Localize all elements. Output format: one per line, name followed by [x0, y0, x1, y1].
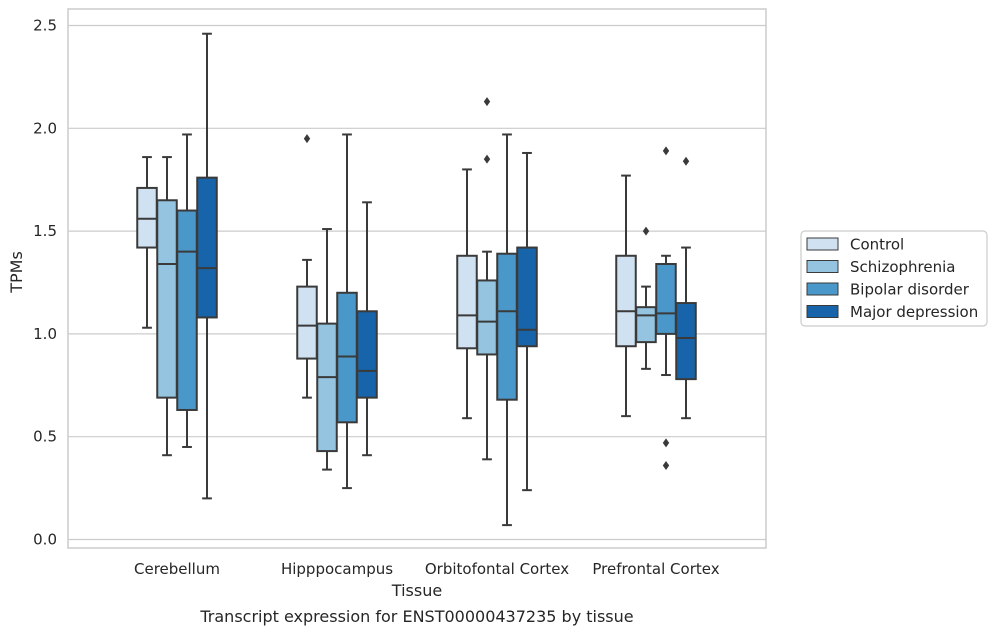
box-plot-box [296, 134, 318, 399]
box-plot-box [356, 201, 378, 457]
box-plot-box [516, 151, 538, 492]
figure-caption: Transcript expression for ENST0000043723… [199, 607, 633, 626]
y-tick-label: 0.5 [33, 428, 57, 446]
legend-label: Control [850, 236, 904, 254]
box-plot-box [156, 156, 178, 457]
plot-frame [67, 8, 767, 549]
box-iqr [496, 252, 518, 401]
box-plot-marks [136, 32, 697, 527]
box-plot-box [316, 228, 338, 471]
box-plot-box [635, 226, 657, 370]
legend: Control Schizophrenia Bipolar disorder Majo… [800, 230, 988, 327]
outlier-point [662, 460, 670, 470]
legend-swatch [806, 260, 839, 273]
outlier-point [303, 134, 311, 144]
legend-frame [800, 230, 988, 327]
box-iqr [336, 291, 358, 424]
box-plot-box [176, 133, 198, 448]
box-iqr [635, 306, 657, 344]
y-tick-label: 1.0 [33, 325, 57, 343]
box-plot-box [615, 174, 637, 418]
box-iqr [136, 186, 158, 249]
box-plot-box [655, 146, 677, 470]
box-iqr [296, 285, 318, 360]
box-iqr [655, 262, 677, 335]
legend-swatch [806, 282, 839, 296]
y-tick-label: 2.5 [33, 17, 57, 35]
x-tick-label: Orbitofontal Cortex [425, 560, 569, 578]
x-tick-label: Cerebellum [134, 560, 220, 578]
y-tick-label: 2.0 [33, 119, 57, 137]
box-plot-box [476, 97, 498, 461]
outlier-point [642, 226, 650, 236]
x-tick-labels: Cerebellum Hipppocampus Orbitofontal Corte… [134, 560, 720, 578]
box-iqr [675, 302, 697, 381]
box-iqr [176, 209, 198, 411]
outlier-point [662, 438, 670, 448]
box-plot-box [196, 32, 218, 500]
y-axis-label: TPMs [7, 251, 26, 294]
legend-label: Bipolar disorder [850, 281, 970, 299]
box-iqr [516, 246, 538, 348]
box-iqr [196, 176, 218, 319]
box-plot-box [336, 133, 358, 490]
box-iqr [316, 322, 338, 453]
outlier-point [682, 156, 690, 166]
x-axis-label: Tissue [391, 581, 442, 600]
legend-label: Major depression [850, 303, 978, 321]
y-tick-label: 0.0 [33, 531, 57, 549]
box-iqr [456, 254, 478, 350]
box-iqr [156, 199, 178, 399]
box-iqr [356, 310, 378, 399]
legend-swatch [806, 305, 839, 318]
x-tick-label: Hipppocampus [281, 560, 393, 578]
outlier-point [662, 146, 670, 156]
box-plot-box [136, 156, 158, 329]
box-iqr [476, 279, 498, 356]
legend-swatch [806, 237, 839, 251]
y-tick-label: 1.5 [33, 222, 57, 240]
box-plot-box [675, 156, 697, 420]
legend-label: Schizophrenia [850, 258, 955, 276]
box-plot-box [456, 168, 478, 420]
box-iqr [615, 254, 637, 348]
x-tick-label: Prefrontal Cortex [592, 560, 719, 578]
outlier-point [483, 97, 491, 107]
outlier-point [483, 154, 491, 164]
box-plot-box [496, 133, 518, 527]
y-tick-labels: 0.0 0.5 1.0 1.5 2.0 2.5 [33, 17, 57, 549]
